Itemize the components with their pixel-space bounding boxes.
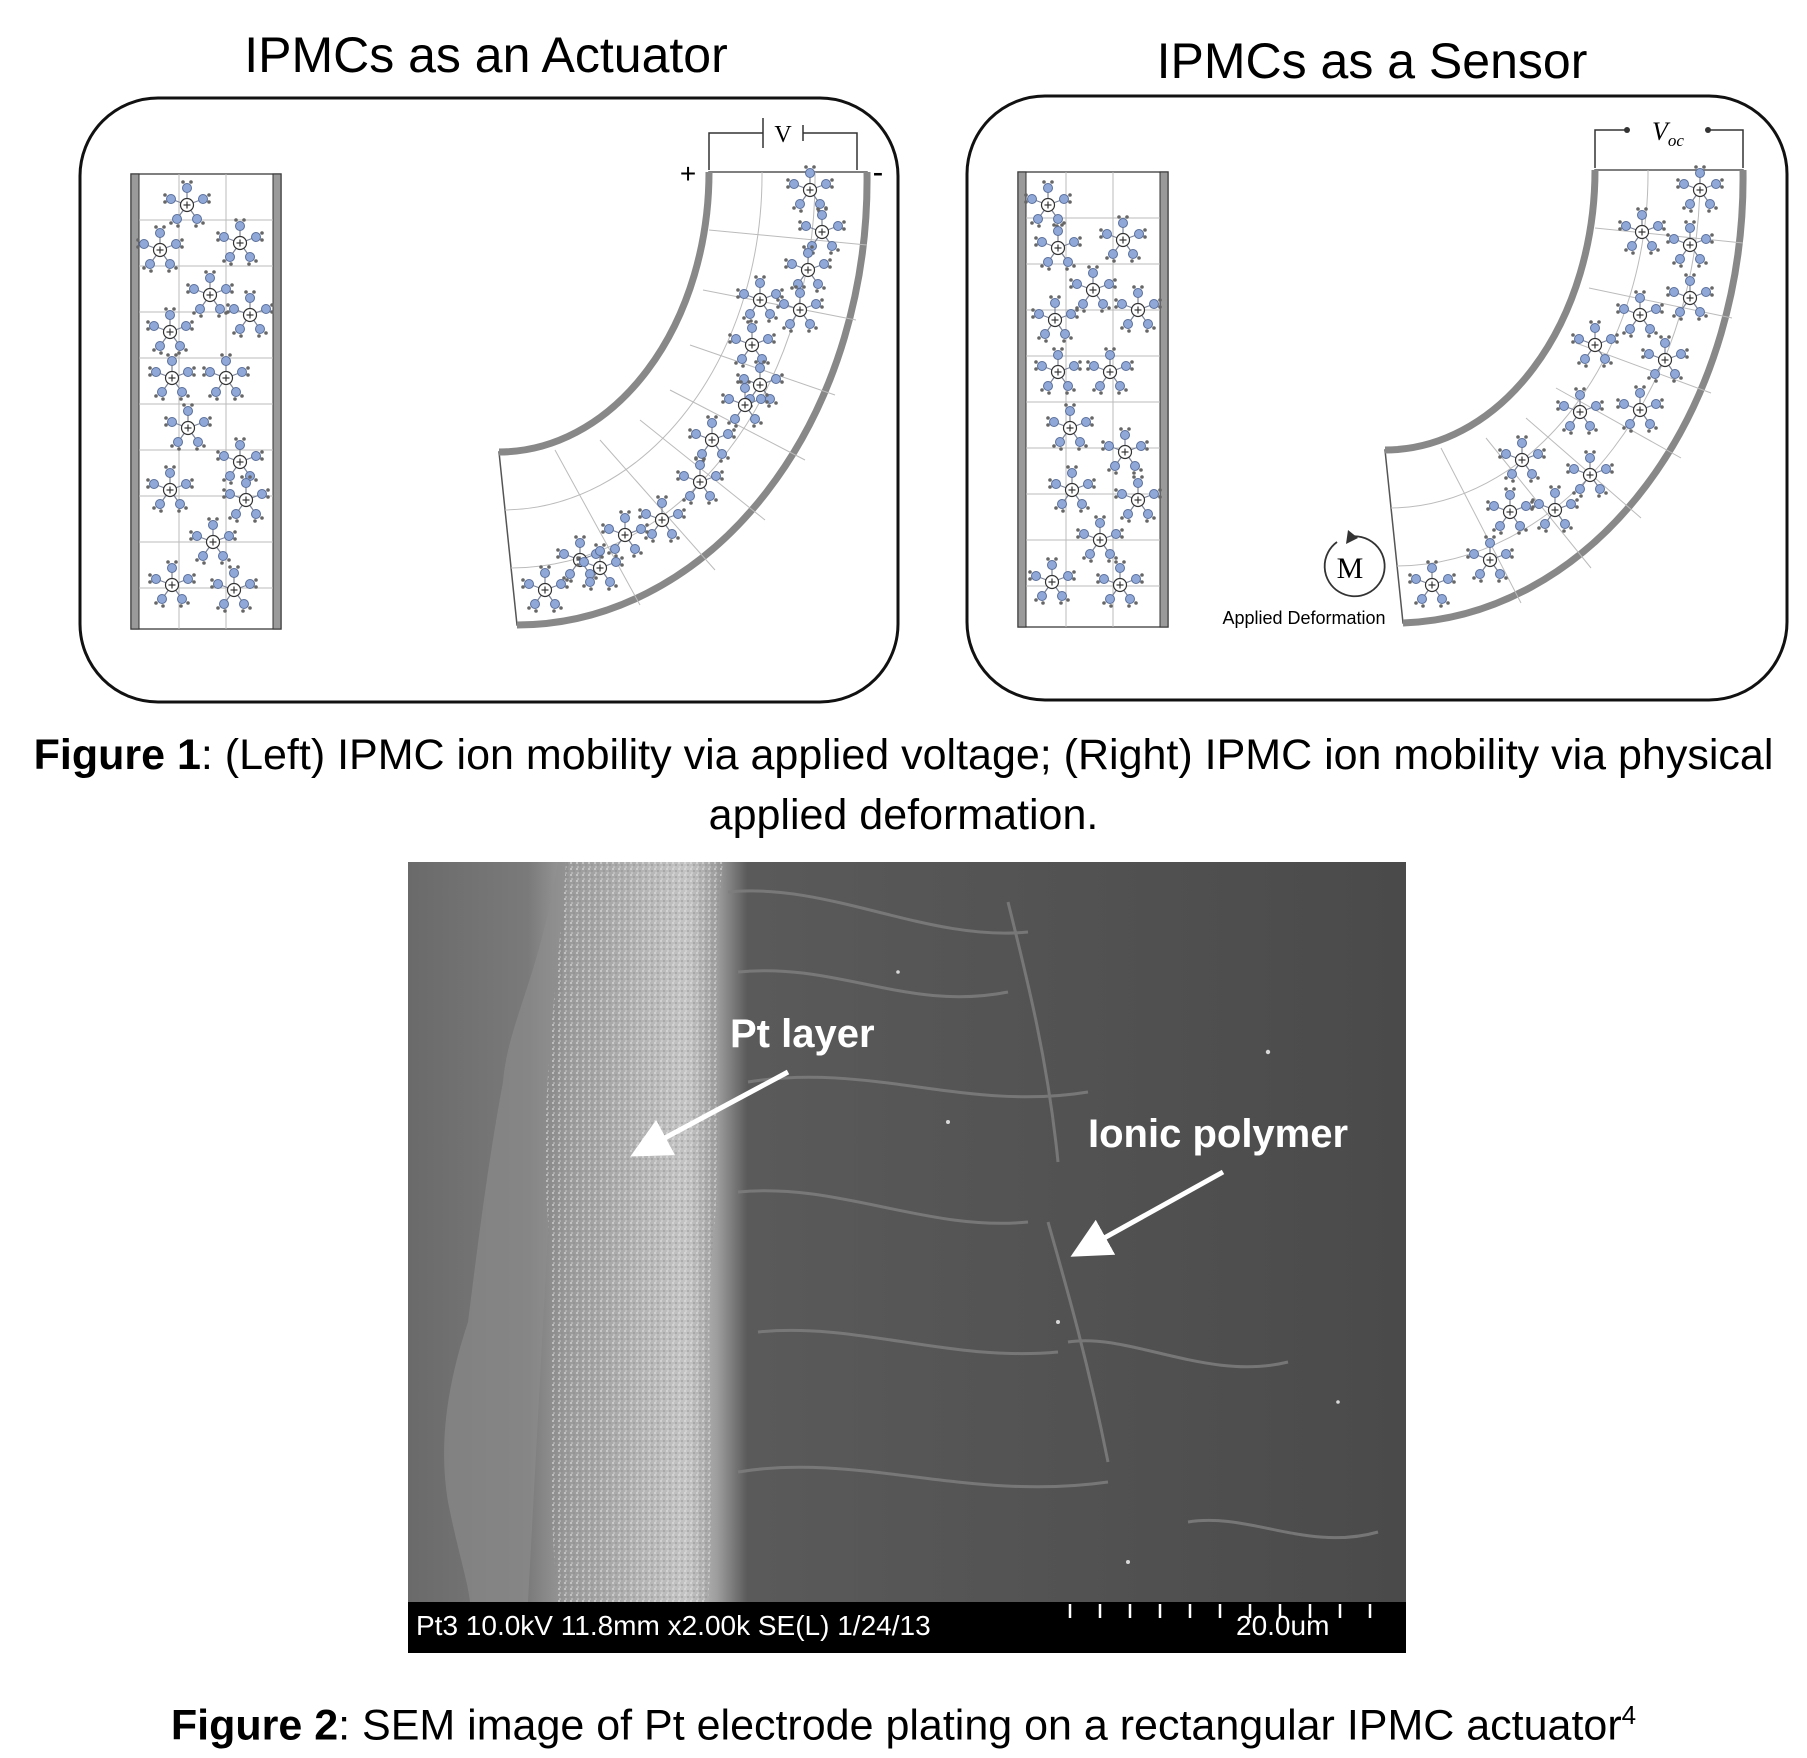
actuator-bent-strip <box>498 164 871 629</box>
voltage-source <box>708 118 858 170</box>
figure-2-caption-label: Figure 2 <box>170 1701 339 1750</box>
plus-terminal: + <box>680 158 696 189</box>
sensor-bent-strip <box>1384 164 1747 627</box>
voc-subscript: oc <box>1668 131 1685 150</box>
figure-1-caption-text: : (Left) IPMC ion mobility via applied v… <box>200 731 1774 839</box>
voltage-label: V <box>774 122 792 148</box>
figure-1-caption: Figure 1: (Left) IPMC ion mobility via a… <box>0 725 1807 845</box>
sensor-panel-frame <box>965 94 1789 702</box>
sensor-panel-title: IPMCs as a Sensor <box>1157 33 1588 89</box>
sem-micrograph <box>408 862 1406 1602</box>
moment-label: M <box>1337 552 1364 585</box>
sensor-straight-strip <box>1017 171 1169 628</box>
sem-image: Pt layer Ionic polymer Pt3 10.0kV 11.8mm… <box>408 862 1406 1653</box>
figure-1-caption-label: Figure 1 <box>33 731 201 779</box>
figure-2-caption-text: : SEM image of Pt electrode plating on a… <box>338 1701 1622 1750</box>
ionic-polymer-label: Ionic polymer <box>1088 1112 1349 1156</box>
actuator-panel-title: IPMCs as an Actuator <box>244 27 728 83</box>
ionic-polymer-arrow <box>1070 1169 1225 1257</box>
actuator-straight-strip <box>130 173 282 630</box>
voc-terminals <box>1594 127 1744 168</box>
scale-bar <box>1068 1604 1372 1618</box>
sem-acquisition-info: Pt3 10.0kV 11.8mm x2.00k SE(L) 1/24/13 <box>416 1610 931 1641</box>
figure-1-diagram: IPMCs as an Actuator IPMCs as a Sensor <box>78 27 1789 704</box>
figure-2-caption-reference: 4 <box>1621 1700 1637 1730</box>
applied-deformation-label: Applied Deformation <box>1222 608 1385 628</box>
sem-info-bar: Pt3 10.0kV 11.8mm x2.00k SE(L) 1/24/13 2… <box>408 1602 1406 1653</box>
voc-label: Voc <box>1652 117 1684 150</box>
figure-2-caption: Figure 2: SEM image of Pt electrode plat… <box>0 1685 1807 1755</box>
pt-layer-label: Pt layer <box>730 1012 875 1056</box>
pt-layer-arrow <box>630 1069 790 1157</box>
scale-label: 20.0um <box>1236 1610 1330 1641</box>
moment-arrow-icon <box>1323 530 1386 598</box>
actuator-panel-frame <box>78 96 900 704</box>
minus-terminal: - <box>873 154 884 190</box>
